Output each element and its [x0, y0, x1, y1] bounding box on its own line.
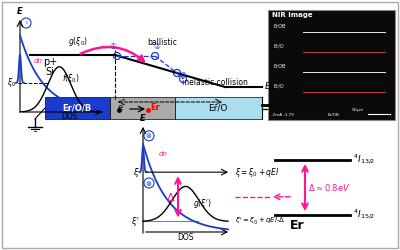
- Text: $\Delta\approx0.8eV$: $\Delta\approx0.8eV$: [308, 182, 350, 193]
- Text: Er/O/B: Er/O/B: [62, 104, 92, 112]
- Text: Er/O: Er/O: [208, 104, 228, 112]
- Text: ①: ①: [110, 42, 116, 51]
- Text: $\otimes$: $\otimes$: [145, 178, 153, 188]
- Text: $\Delta$: $\Delta$: [166, 191, 176, 203]
- Text: -2mA -1.7V: -2mA -1.7V: [271, 113, 294, 117]
- Text: $\otimes$: $\otimes$: [145, 131, 153, 140]
- Text: p+: p+: [43, 57, 57, 67]
- Text: dn: dn: [34, 58, 43, 64]
- Text: Er: Er: [150, 102, 160, 112]
- Text: Er/O: Er/O: [273, 44, 284, 49]
- Text: $g(\xi')$: $g(\xi')$: [193, 198, 212, 210]
- Bar: [110, 97, 175, 119]
- Text: e: e: [117, 102, 123, 112]
- Text: DOS: DOS: [177, 233, 193, 242]
- Text: $^4I_{13/2}$: $^4I_{13/2}$: [353, 153, 375, 167]
- Text: ②: ②: [154, 42, 160, 51]
- Text: $\xi=\xi_0+qEl$: $\xi=\xi_0+qEl$: [235, 166, 280, 179]
- Text: ballistic: ballistic: [147, 38, 177, 47]
- Bar: [45, 97, 110, 119]
- Text: i: i: [25, 20, 27, 25]
- Text: DOS: DOS: [62, 112, 78, 121]
- Bar: [268, 10, 395, 120]
- Text: 50$\mu$m: 50$\mu$m: [351, 106, 365, 114]
- Text: E: E: [140, 114, 146, 123]
- Text: $\xi$: $\xi$: [133, 166, 140, 179]
- Text: Er/OB: Er/OB: [328, 113, 340, 117]
- Text: E: E: [17, 7, 23, 16]
- Bar: [175, 97, 262, 119]
- Text: NIR image: NIR image: [272, 12, 313, 18]
- Text: $^4I_{15/2}$: $^4I_{15/2}$: [353, 208, 375, 222]
- Text: $\xi_0$: $\xi_0$: [6, 76, 16, 90]
- Text: $g(\xi_0)$: $g(\xi_0)$: [68, 36, 88, 49]
- Text: inelastic collision: inelastic collision: [182, 78, 248, 87]
- Text: dn: dn: [159, 151, 168, 157]
- Text: ErOB: ErOB: [273, 64, 285, 69]
- Text: Er/O: Er/O: [273, 84, 284, 89]
- Text: $\xi'=\xi_0+qEl\text{-}\Delta$: $\xi'=\xi_0+qEl\text{-}\Delta$: [235, 216, 286, 227]
- Text: $f(\xi_0)$: $f(\xi_0)$: [62, 72, 80, 85]
- Text: Er: Er: [290, 219, 305, 232]
- Text: ErOB: ErOB: [273, 24, 285, 29]
- Text: ③: ③: [180, 71, 186, 80]
- Text: $\xi'$: $\xi'$: [131, 215, 140, 228]
- Text: Si: Si: [46, 67, 54, 77]
- Text: $E_c$: $E_c$: [264, 81, 275, 93]
